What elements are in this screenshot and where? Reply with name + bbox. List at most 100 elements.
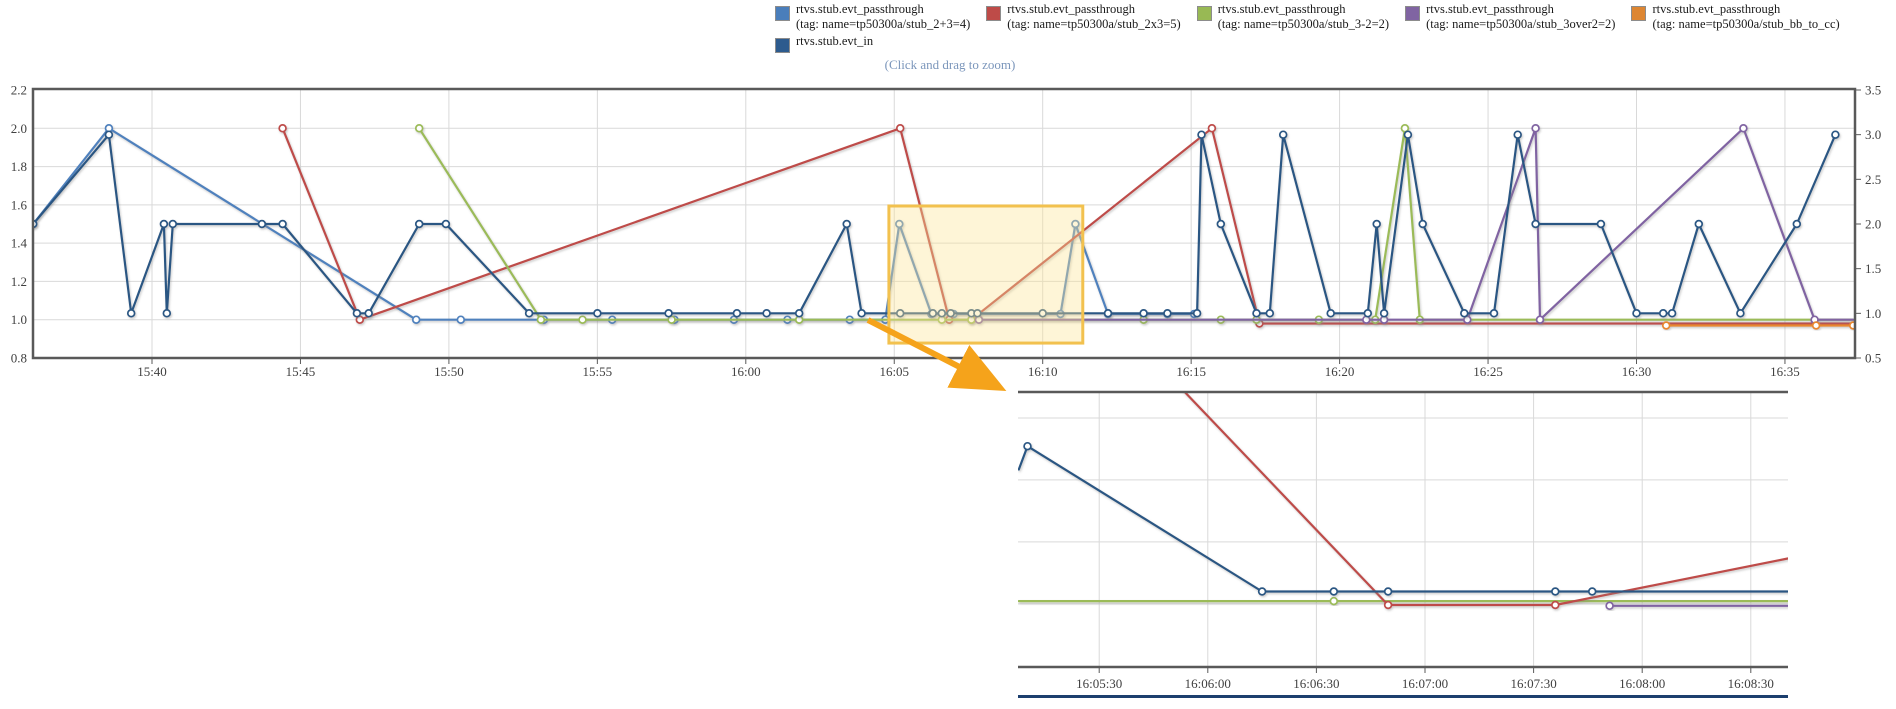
- legend-swatch-icon: [775, 6, 790, 21]
- data-point-marker: [1216, 219, 1226, 229]
- right-axis-tick-label: 1.5: [1865, 261, 1881, 276]
- inset-x-tick-label: 16:07:30: [1510, 676, 1556, 691]
- inset-x-tick-label: 16:07:00: [1402, 676, 1448, 691]
- data-point-marker: [1551, 587, 1560, 596]
- data-point-marker: [895, 219, 904, 229]
- data-point-marker: [1460, 309, 1469, 318]
- data-point-marker: [1363, 309, 1373, 318]
- x-axis-tick-label: 15:40: [137, 364, 167, 379]
- legend-swatch-icon: [1405, 6, 1421, 21]
- data-point-marker: [524, 309, 534, 318]
- data-point-marker: [1831, 130, 1840, 139]
- data-point-marker: [1736, 309, 1745, 318]
- main-series: [33, 130, 1840, 318]
- left-axis-tick-label: 0.8: [11, 351, 27, 366]
- x-axis-tick-label: 15:45: [286, 364, 316, 379]
- data-point-marker: [159, 219, 169, 229]
- data-point-marker: [1551, 600, 1560, 610]
- legend-item: rtvs.stub.evt_passthrough (tag: name=tp50…: [986, 2, 1181, 31]
- right-axis-tick-label: 2.0: [1865, 216, 1881, 231]
- data-point-marker: [168, 219, 178, 229]
- data-point-marker: [257, 219, 267, 229]
- data-point-marker: [1038, 309, 1047, 318]
- data-point-marker: [1658, 309, 1668, 318]
- x-axis-tick-label: 16:35: [1770, 364, 1800, 379]
- data-point-marker: [937, 309, 947, 318]
- zoom-hint-text: (Click and drag to zoom): [884, 57, 1016, 72]
- legend-label: rtvs.stub.evt_passthrough (tag: name=tp50…: [796, 2, 971, 31]
- data-point-marker: [1403, 130, 1413, 139]
- left-axis-tick-label: 1.6: [11, 197, 28, 212]
- right-axis-tick-label: 0.5: [1865, 350, 1881, 365]
- data-point-marker: [411, 315, 421, 324]
- main-chart-axes: 2.2 2.0 1.8 1.6 1.4 1.2 1.0 0.8 3.5 3.0 2.5 2.0 1.5 1…: [11, 83, 1882, 380]
- data-point-marker: [1848, 321, 1855, 330]
- inset-x-tick-label: 16:06:00: [1185, 676, 1231, 691]
- data-point-marker: [1265, 309, 1275, 318]
- data-point-marker: [364, 309, 373, 318]
- legend-label: rtvs.stub.evt_in: [796, 34, 874, 48]
- inset-series: [1018, 441, 1788, 596]
- zoom-selection-box[interactable]: [887, 204, 1085, 345]
- data-point-marker: [1513, 130, 1522, 139]
- data-point-marker: [1252, 309, 1261, 318]
- data-point-marker: [1383, 600, 1393, 610]
- data-point-marker: [1667, 309, 1677, 318]
- data-point-marker: [895, 124, 905, 133]
- data-point-marker: [895, 309, 905, 318]
- data-point-marker: [278, 219, 287, 229]
- data-point-marker: [126, 309, 136, 318]
- legend-item: rtvs.stub.evt_in: [775, 34, 873, 53]
- data-point-marker: [1535, 315, 1545, 324]
- x-axis-tick-label: 16:05: [879, 364, 909, 379]
- data-point-marker: [1661, 321, 1671, 330]
- data-point-marker: [1329, 596, 1339, 606]
- data-point-marker: [104, 130, 114, 139]
- data-point-marker: [973, 309, 982, 318]
- left-axis-tick-label: 1.4: [11, 236, 28, 251]
- data-point-marker: [1163, 309, 1172, 318]
- data-point-marker: [1192, 309, 1202, 318]
- data-point-marker: [732, 309, 742, 318]
- legend-swatch-icon: [1196, 6, 1212, 21]
- data-point-marker: [1372, 219, 1381, 229]
- data-point-marker: [1489, 309, 1499, 318]
- data-point-marker: [1329, 587, 1339, 596]
- series-line: [1018, 445, 1788, 593]
- inset-x-tick-label: 16:08:30: [1728, 676, 1774, 691]
- data-point-marker: [1531, 124, 1540, 133]
- data-point-marker: [578, 315, 587, 324]
- data-point-marker: [842, 219, 851, 229]
- x-axis-tick-label: 16:25: [1473, 364, 1503, 379]
- main-series: [974, 124, 1855, 324]
- data-point-marker: [1071, 219, 1080, 229]
- left-axis-tick-label: 1.0: [11, 312, 27, 327]
- legend-label: rtvs.stub.evt_passthrough (tag: name=tp50…: [1426, 2, 1616, 31]
- data-point-marker: [414, 124, 424, 133]
- legend-item: rtvs.stub.evt_passthrough (tag: name=tp50…: [1196, 2, 1389, 31]
- data-point-marker: [1139, 309, 1148, 318]
- series-line: [418, 127, 1855, 321]
- x-axis-tick-label: 15:55: [583, 364, 613, 379]
- inset-x-tick-label: 16:08:00: [1619, 676, 1665, 691]
- right-axis-tick-label: 2.5: [1865, 172, 1881, 187]
- x-axis-tick-label: 15:50: [434, 364, 464, 379]
- legend-swatch-icon: [986, 6, 1002, 21]
- data-point-marker: [1632, 309, 1641, 318]
- left-axis-tick-label: 1.8: [11, 159, 27, 174]
- x-axis-tick-label: 16:30: [1622, 364, 1652, 379]
- data-point-marker: [794, 309, 804, 318]
- data-point-marker: [1694, 219, 1704, 229]
- data-point-marker: [414, 219, 424, 229]
- data-point-marker: [1103, 309, 1113, 318]
- data-point-marker: [1379, 309, 1389, 318]
- inset-x-tick-label: 16:05:30: [1076, 676, 1122, 691]
- right-axis-tick-label: 3.0: [1865, 127, 1881, 142]
- left-axis-tick-label: 1.2: [11, 274, 27, 289]
- inset-chart-axis: 16:05:30 16:06:00 16:06:30 16:07:00 16:07:30…: [1076, 668, 1774, 691]
- inset-series: [1183, 392, 1788, 610]
- zoom-arrow-icon: [866, 317, 1007, 391]
- legend-item: rtvs.stub.evt_passthrough (tag: name=tp50…: [1631, 2, 1840, 31]
